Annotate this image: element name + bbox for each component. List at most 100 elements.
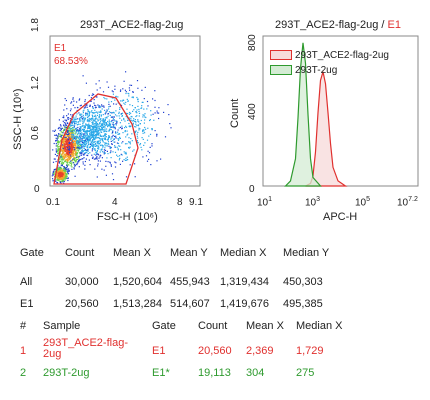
scatter-point [115,162,117,164]
scatter-point [76,142,78,144]
scatter-point [64,124,66,126]
scatter-point [83,130,86,132]
scatter-point [70,162,72,164]
scatter-point [84,106,86,108]
scatter-point [67,164,69,166]
scatter-point [107,124,109,126]
scatter-point [75,115,77,117]
scatter-point [72,134,75,136]
scatter-point [88,116,90,118]
scatter-point [63,115,65,117]
scatter-point [59,140,61,143]
scatter-point [61,164,63,166]
scatter-point [80,146,82,148]
scatter-point [109,128,111,130]
scatter-point [122,132,124,134]
scatter-point [74,149,76,151]
scatter-point [57,144,59,146]
scatter-point [70,138,72,140]
scatter-point [149,133,152,135]
scatter-point [83,130,85,132]
scatter-point [89,120,91,122]
legend-swatch-293t [270,65,292,76]
scatter-plot[interactable] [49,35,201,187]
scatter-point [114,151,117,153]
scatter-point [69,158,71,160]
scatter-point [113,103,115,105]
scatter-point [68,130,70,132]
scatter-point [72,124,74,126]
scatter-point [89,164,91,166]
scatter-point [62,142,64,144]
scatter-point [71,160,73,162]
scatter-point [91,154,93,156]
scatter-point [82,137,84,139]
scatter-point [59,158,61,160]
scatter-point [70,141,72,144]
scatter-point [84,145,86,148]
scatter-point [95,136,97,138]
scatter-point [149,119,151,122]
scatter-point [66,160,68,162]
scatter-point [84,140,86,142]
scatter-point [59,172,61,174]
scatter-point [81,116,83,118]
scatter-point [60,135,62,138]
scatter-point [66,134,68,136]
scatter-point [79,98,81,100]
scatter-point [71,153,73,155]
stats-header-meany: Mean Y [170,247,208,259]
scatter-point [68,162,70,164]
scatter-point [134,176,136,178]
scatter-point [86,134,88,136]
gate-e1-outline[interactable] [53,93,139,185]
scatter-point [104,113,106,115]
scatter-ytick-0: 0 [34,184,40,195]
scatter-point [118,145,120,147]
scatter-point [100,148,102,150]
scatter-point [129,84,131,86]
scatter-point [99,142,101,144]
scatter-point [79,146,81,148]
scatter-point [97,147,99,149]
scatter-point [95,128,97,130]
scatter-point [134,126,136,128]
histogram-plot[interactable] [262,35,419,187]
sample-cell: 275 [296,367,315,379]
scatter-point [104,142,106,144]
scatter-point [56,145,58,147]
scatter-point [86,116,89,119]
scatter-point [67,173,70,175]
scatter-point [72,127,74,129]
scatter-point [97,131,99,133]
scatter-point [74,148,76,150]
scatter-point [95,106,97,109]
scatter-point [85,132,87,134]
scatter-point [73,156,75,158]
scatter-point [68,170,70,172]
scatter-point [97,127,99,129]
scatter-ytick-1.8: 1.8 [30,18,41,32]
scatter-point [80,154,82,156]
scatter-point [70,139,72,141]
scatter-point [88,135,90,137]
scatter-point [113,116,115,118]
hist-xtick-3: 103 [305,196,321,209]
scatter-point [99,139,101,141]
scatter-point [57,135,59,137]
scatter-point [60,133,62,135]
scatter-point [84,139,86,141]
scatter-point [144,126,146,129]
histogram-curves [284,42,348,187]
scatter-point [101,105,103,107]
scatter-point [72,142,74,144]
scatter-point [57,137,59,139]
scatter-point [91,121,93,124]
scatter-point [104,120,106,122]
scatter-point [74,133,76,135]
scatter-point [138,112,141,114]
scatter-point [76,147,78,149]
scatter-point [60,154,62,156]
scatter-point [94,149,96,151]
scatter-point [96,153,98,155]
